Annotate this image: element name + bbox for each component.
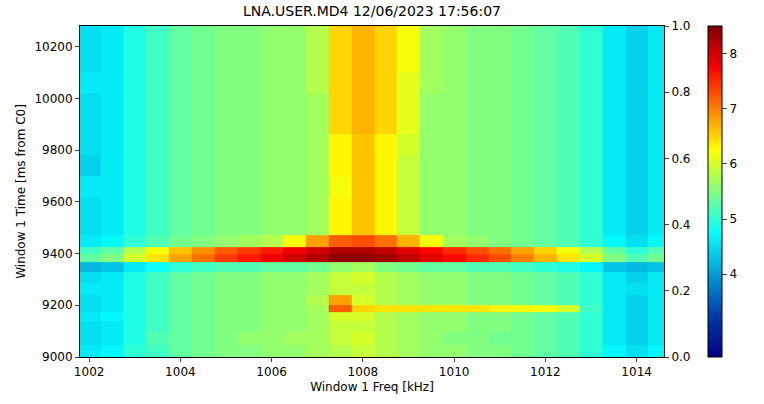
svg-text:1010: 1010: [439, 365, 470, 379]
svg-text:0.8: 0.8: [671, 85, 690, 99]
svg-text:1014: 1014: [621, 365, 652, 379]
svg-text:7: 7: [729, 102, 737, 116]
svg-text:9600: 9600: [42, 195, 73, 209]
svg-text:6: 6: [729, 157, 737, 171]
svg-text:9400: 9400: [42, 247, 73, 261]
svg-text:1004: 1004: [165, 365, 196, 379]
svg-text:Window 1 Time [ms from C0]: Window 1 Time [ms from C0]: [14, 104, 28, 279]
svg-text:1012: 1012: [530, 365, 561, 379]
svg-text:1008: 1008: [348, 365, 379, 379]
svg-text:4: 4: [729, 267, 737, 281]
svg-text:9200: 9200: [42, 298, 73, 312]
svg-text:Window 1 Freq [kHz]: Window 1 Freq [kHz]: [310, 380, 434, 394]
svg-text:1006: 1006: [256, 365, 287, 379]
svg-text:LNA.USER.MD4 12/06/2023 17:56:: LNA.USER.MD4 12/06/2023 17:56:07: [243, 3, 501, 19]
svg-text:0.2: 0.2: [671, 284, 690, 298]
svg-text:1002: 1002: [74, 365, 105, 379]
svg-text:10200: 10200: [34, 40, 72, 54]
svg-text:5: 5: [729, 212, 737, 226]
svg-text:0.4: 0.4: [671, 218, 690, 232]
svg-text:9000: 9000: [42, 350, 73, 364]
svg-text:0.6: 0.6: [671, 152, 690, 166]
svg-text:0.0: 0.0: [671, 350, 690, 364]
svg-text:8: 8: [729, 47, 737, 61]
svg-text:10000: 10000: [34, 92, 72, 106]
svg-text:9800: 9800: [42, 143, 73, 157]
svg-text:1.0: 1.0: [671, 19, 690, 33]
